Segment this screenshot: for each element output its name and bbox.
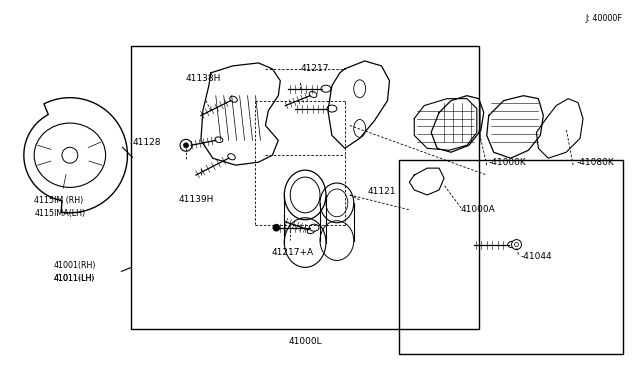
Text: 41217+A: 41217+A [271, 247, 313, 257]
Text: 41139H: 41139H [179, 195, 214, 204]
Text: -41000K: -41000K [489, 158, 527, 167]
Ellipse shape [508, 241, 516, 248]
Ellipse shape [511, 240, 522, 250]
Text: 41128: 41128 [132, 138, 161, 147]
Text: J: 40000F: J: 40000F [586, 14, 623, 23]
Ellipse shape [273, 224, 280, 231]
Text: 41001(RH): 41001(RH) [54, 262, 97, 270]
Text: -41044: -41044 [520, 251, 552, 260]
Text: 41011‹LH›: 41011‹LH› [54, 274, 95, 283]
Ellipse shape [321, 85, 331, 92]
Ellipse shape [180, 140, 192, 151]
Ellipse shape [309, 224, 319, 231]
Bar [131, 46, 479, 329]
Text: 41011(LH): 41011(LH) [54, 274, 95, 283]
Text: 41121: 41121 [367, 187, 396, 196]
Text: 41138H: 41138H [185, 74, 221, 83]
Ellipse shape [309, 92, 317, 97]
Ellipse shape [307, 228, 315, 234]
Ellipse shape [184, 143, 189, 148]
Ellipse shape [215, 137, 223, 142]
Text: 41000A: 41000A [461, 205, 496, 214]
Text: 41217: 41217 [301, 64, 330, 73]
Bar [399, 160, 623, 354]
Text: -41080K: -41080K [576, 158, 614, 167]
Text: 41000L: 41000L [288, 337, 322, 346]
Ellipse shape [327, 105, 337, 112]
Ellipse shape [228, 154, 236, 160]
Text: 4115IMA(LH): 4115IMA(LH) [34, 209, 85, 218]
Text: 4115IM (RH): 4115IM (RH) [34, 196, 83, 205]
Ellipse shape [230, 96, 237, 102]
